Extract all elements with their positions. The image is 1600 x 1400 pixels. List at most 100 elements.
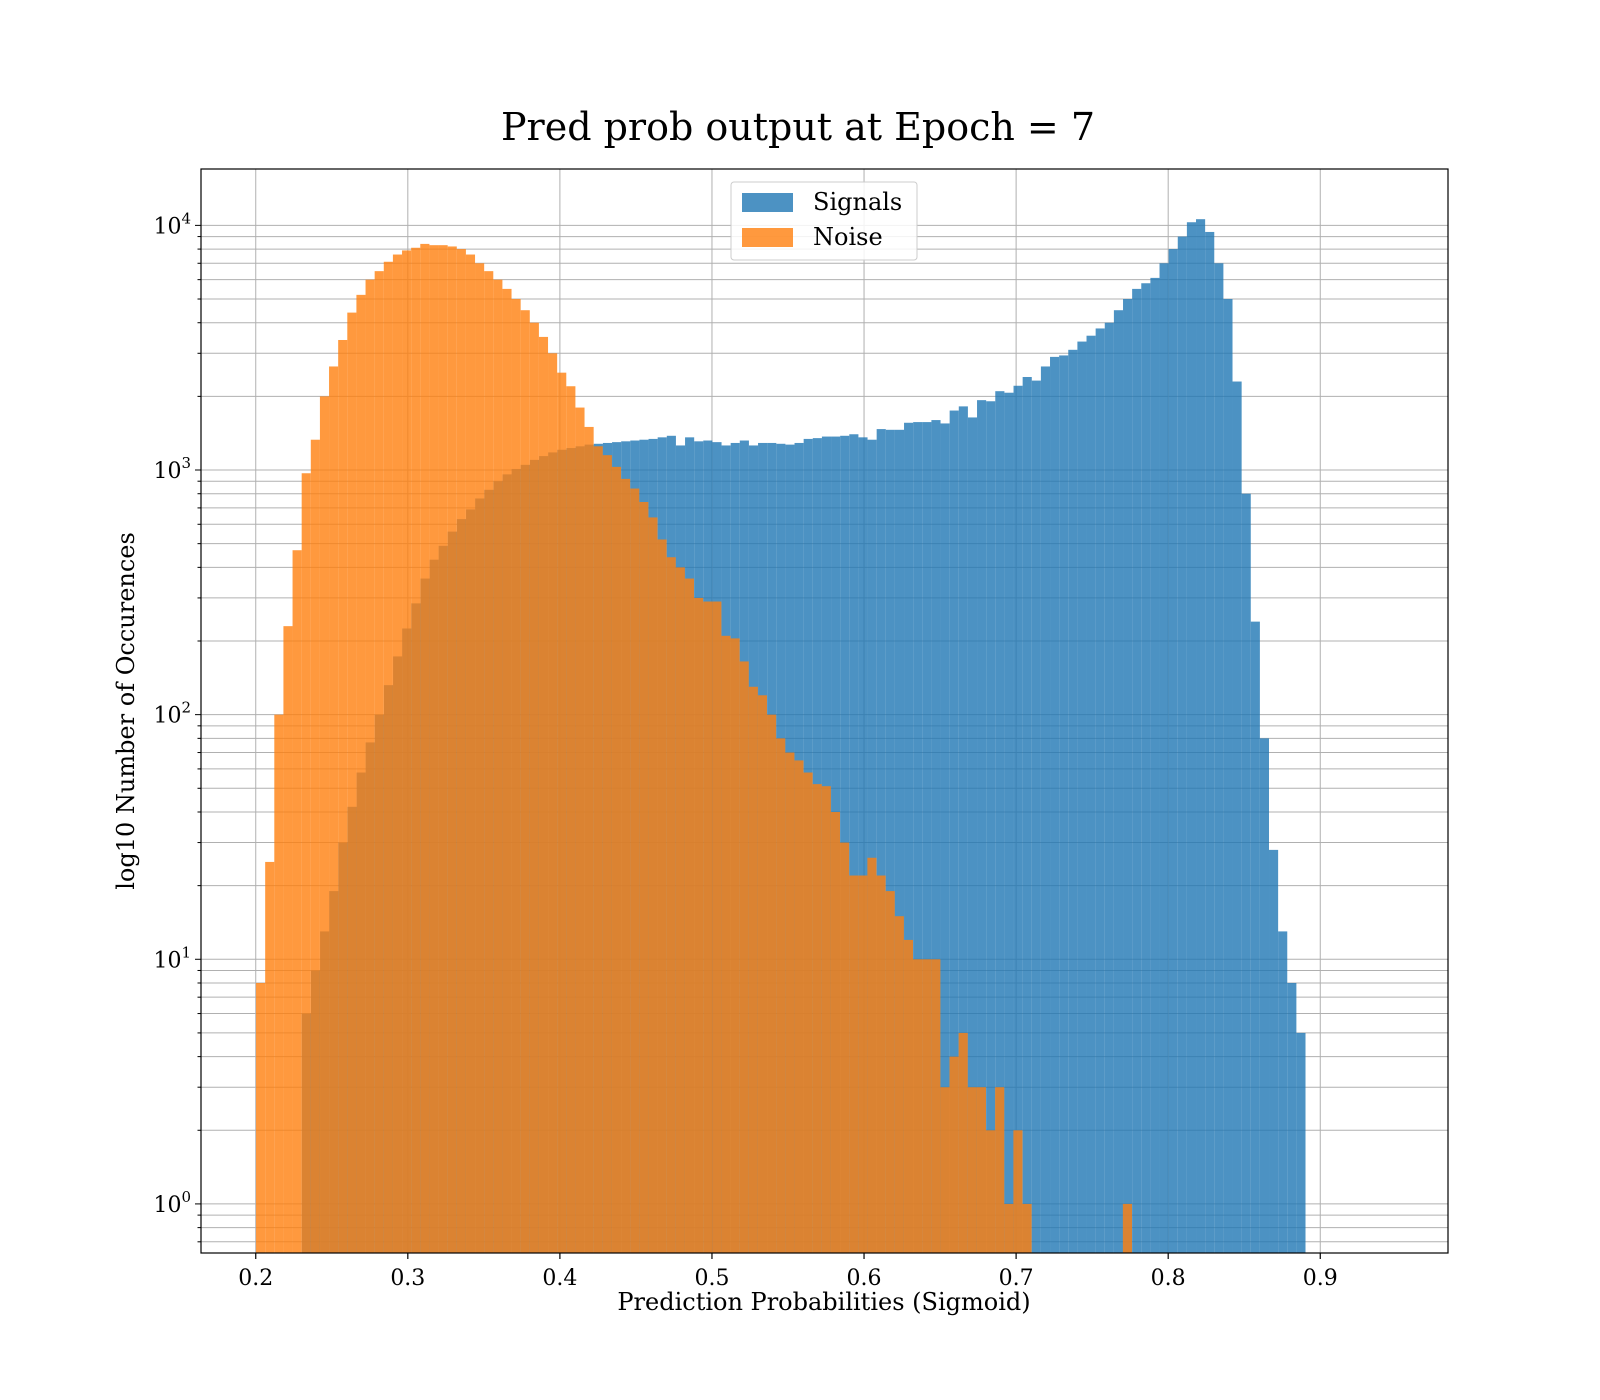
bar-noise xyxy=(630,488,640,1253)
bar-signals xyxy=(1159,263,1169,1253)
bar-noise xyxy=(794,760,804,1253)
bar-noise xyxy=(922,959,932,1253)
bar-signals xyxy=(1068,349,1078,1253)
bar-noise xyxy=(447,246,457,1253)
bar-signals xyxy=(1123,299,1133,1254)
bar-noise xyxy=(995,1087,1005,1253)
bar-noise xyxy=(940,1087,950,1253)
bar-signals xyxy=(1013,385,1023,1253)
bar-noise xyxy=(858,875,868,1253)
x-axis-label: Prediction Probabilities (Sigmoid) xyxy=(617,1288,1030,1316)
bar-signals xyxy=(967,417,978,1253)
bar-signals xyxy=(949,410,959,1253)
bar-noise xyxy=(812,784,822,1253)
bar-noise xyxy=(721,635,731,1253)
bar-noise xyxy=(1022,1203,1032,1253)
bar-signals xyxy=(904,422,914,1253)
bar-noise xyxy=(639,502,649,1253)
legend-label-signals: Signals xyxy=(813,188,902,216)
bar-signals xyxy=(958,406,968,1253)
bar-noise xyxy=(310,439,320,1253)
bar-noise xyxy=(803,772,813,1253)
bar-signals xyxy=(986,401,996,1253)
bar-noise xyxy=(903,939,914,1253)
bar-noise xyxy=(566,386,576,1253)
bar-noise xyxy=(785,752,795,1253)
y-tick-label: 103 xyxy=(153,454,191,484)
bar-signals xyxy=(1095,328,1105,1254)
bar-noise xyxy=(913,959,923,1253)
bar-noise xyxy=(584,426,594,1254)
bar-signals xyxy=(885,429,895,1253)
bar-noise xyxy=(557,372,567,1253)
bar-signals xyxy=(1205,231,1215,1254)
bar-noise xyxy=(319,396,330,1253)
bar-signals xyxy=(1113,310,1124,1253)
legend-swatch-signals xyxy=(742,193,793,212)
bar-noise xyxy=(767,714,777,1253)
bar-noise xyxy=(520,310,530,1253)
bar-signals xyxy=(931,420,941,1253)
bar-signals xyxy=(1278,931,1288,1253)
bar-noise xyxy=(684,578,695,1253)
bar-noise xyxy=(1004,1203,1014,1253)
bar-signals xyxy=(1031,380,1041,1254)
bar-signals xyxy=(1022,376,1032,1254)
bar-noise xyxy=(475,263,485,1253)
bar-signals xyxy=(1077,341,1087,1253)
bar-noise xyxy=(958,1032,968,1253)
bar-signals xyxy=(1259,738,1270,1253)
bar-noise xyxy=(849,875,859,1253)
histogram-bars xyxy=(256,219,1306,1254)
bar-noise xyxy=(876,875,886,1253)
bar-signals xyxy=(977,400,987,1253)
bar-noise xyxy=(538,336,549,1254)
y-axis-ticks: 100 101 102 103 104 xyxy=(153,209,201,1243)
x-tick-label: 0.8 xyxy=(1151,1266,1186,1291)
bar-noise xyxy=(338,339,348,1254)
bar-signals xyxy=(1186,222,1197,1253)
bar-signals xyxy=(1050,356,1060,1253)
bar-noise xyxy=(739,661,749,1253)
legend-swatch-noise xyxy=(742,228,793,247)
x-tick-label: 0.7 xyxy=(999,1266,1034,1291)
bar-noise xyxy=(347,312,357,1254)
bar-noise xyxy=(392,254,403,1253)
bar-noise xyxy=(502,288,512,1253)
bar-signals xyxy=(1086,335,1096,1253)
bar-signals xyxy=(1150,277,1160,1253)
bar-noise xyxy=(301,473,311,1253)
bar-noise xyxy=(429,245,439,1254)
bar-noise xyxy=(1122,1203,1132,1253)
bar-noise xyxy=(493,279,503,1253)
bar-noise xyxy=(885,891,895,1253)
bar-noise xyxy=(931,959,941,1253)
bar-signals xyxy=(1168,249,1178,1254)
bar-noise xyxy=(365,279,375,1253)
bar-signals xyxy=(1059,355,1069,1253)
bar-noise xyxy=(867,857,877,1253)
bar-noise xyxy=(456,249,466,1254)
x-axis-ticks: 0.2 0.3 0.4 0.5 0.6 0.7 0.8 0.9 xyxy=(238,1253,1338,1291)
bar-noise xyxy=(967,1087,977,1253)
bar-signals xyxy=(1177,236,1187,1254)
bar-noise xyxy=(648,517,658,1253)
bar-signals xyxy=(867,439,877,1253)
bar-noise xyxy=(420,243,430,1253)
bar-noise xyxy=(402,250,412,1253)
bar-signals xyxy=(1223,299,1233,1254)
bar-signals xyxy=(1287,982,1297,1253)
bar-signals xyxy=(894,429,905,1253)
bar-noise xyxy=(265,861,275,1253)
plot-area-frame xyxy=(200,168,1449,1254)
bar-noise xyxy=(675,567,685,1253)
bar-signals xyxy=(995,391,1005,1253)
bar-noise xyxy=(602,455,612,1253)
x-tick-label: 0.4 xyxy=(542,1266,577,1291)
y-tick-label: 104 xyxy=(153,209,191,239)
bar-noise xyxy=(703,601,713,1253)
bar-signals xyxy=(1232,381,1242,1253)
bar-noise xyxy=(976,1087,987,1253)
bar-signals xyxy=(1241,493,1251,1254)
